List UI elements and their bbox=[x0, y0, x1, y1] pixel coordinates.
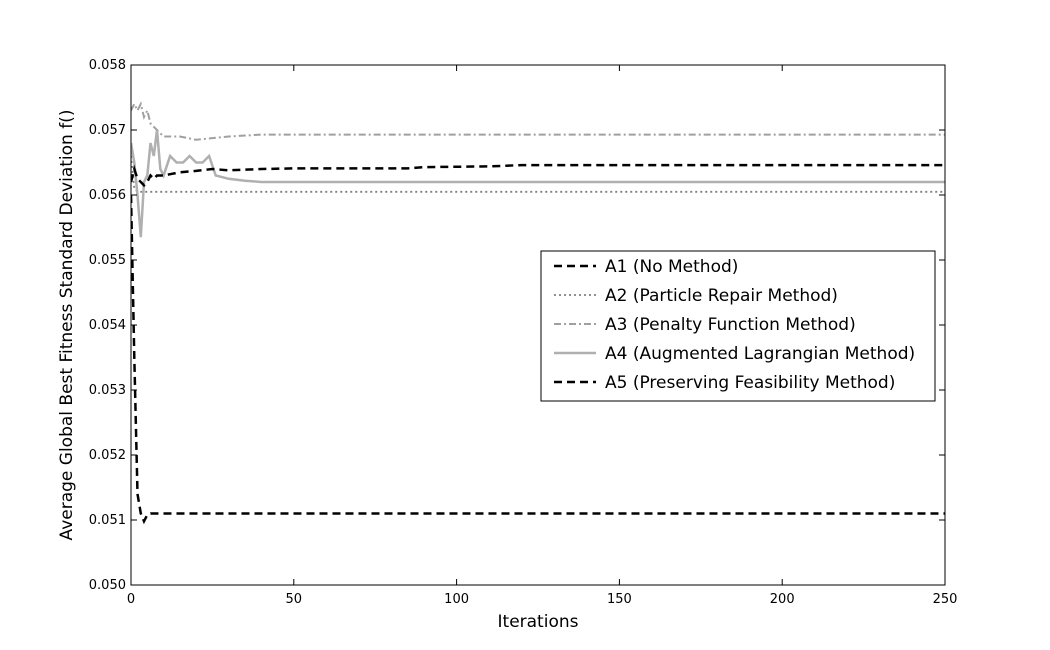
legend-box bbox=[540, 250, 936, 402]
legend-label-a3: A3 (Penalty Function Method) bbox=[605, 315, 856, 335]
series-line-a1 bbox=[131, 194, 945, 525]
series-line-a4 bbox=[131, 129, 945, 238]
y-tick-label: 0.052 bbox=[89, 448, 126, 463]
tick-layer: 0 50 100 150 200 250 0.050 0.051 0.052 0.053 0.054… bbox=[89, 58, 958, 607]
legend: A1 (No Method) A2 (Particle Repair Method… bbox=[540, 250, 936, 402]
x-axis-title: Iterations bbox=[498, 612, 579, 632]
x-tick-label: 200 bbox=[770, 592, 795, 607]
legend-label-a4: A4 (Augmented Lagrangian Method) bbox=[605, 344, 915, 364]
x-tick-label: 50 bbox=[286, 592, 303, 607]
legend-label-a2: A2 (Particle Repair Method) bbox=[605, 286, 838, 306]
y-tick-label: 0.051 bbox=[89, 513, 126, 528]
y-tick-label: 0.053 bbox=[89, 383, 126, 398]
y-tick-label: 0.056 bbox=[89, 188, 126, 203]
legend-label-a5: A5 (Preserving Feasibility Method) bbox=[605, 373, 895, 393]
y-tick-label: 0.058 bbox=[89, 58, 126, 73]
series-line-a3 bbox=[131, 101, 945, 141]
y-tick-label: 0.055 bbox=[89, 253, 126, 268]
series-line-a2 bbox=[131, 155, 945, 193]
y-tick-label: 0.050 bbox=[89, 578, 126, 593]
series-line-a5 bbox=[131, 163, 945, 188]
series-layer bbox=[131, 101, 945, 525]
x-tick-label: 250 bbox=[933, 592, 958, 607]
legend-label-a1: A1 (No Method) bbox=[605, 257, 738, 277]
y-tick-label: 0.054 bbox=[89, 318, 126, 333]
y-axis-title: Average Global Best Fitness Standard Dev… bbox=[57, 110, 77, 541]
x-tick-label: 100 bbox=[444, 592, 469, 607]
x-tick-label: 0 bbox=[127, 592, 135, 607]
y-tick-label: 0.057 bbox=[89, 123, 126, 138]
x-tick-label: 150 bbox=[607, 592, 632, 607]
